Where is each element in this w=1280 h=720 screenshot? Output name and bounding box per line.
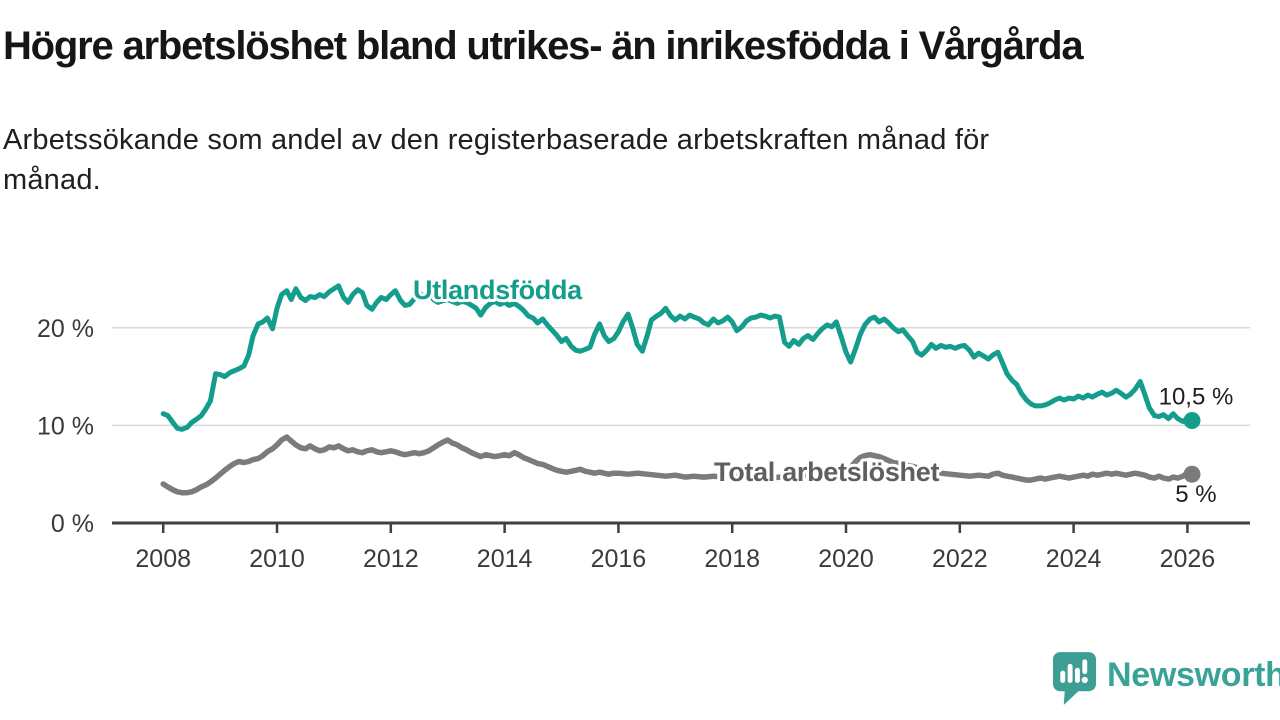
end-value-label-total-arbetsloshet: 5 % bbox=[1175, 481, 1216, 508]
subtitle-line-1: Arbetssökande som andel av den registerb… bbox=[3, 124, 990, 156]
end-value-label-utlandsfodda: 10,5 % bbox=[1159, 384, 1234, 411]
y-tick-label: 10 % bbox=[37, 412, 94, 440]
newsworthy-logo: Newsworthy bbox=[1051, 648, 1280, 708]
x-tick-label: 2022 bbox=[932, 545, 988, 573]
x-tick-label: 2008 bbox=[135, 545, 191, 573]
y-tick-label: 0 % bbox=[51, 510, 94, 538]
chart-subtitle: Arbetssökande som andel av den registerb… bbox=[3, 120, 989, 200]
series-end-dot-total-arbetsloshet bbox=[1183, 465, 1201, 483]
series-line-utlandsfodda bbox=[160, 283, 1195, 432]
x-tick-label: 2016 bbox=[591, 545, 647, 573]
series-label-total-arbetsloshet: Total arbetslöshet bbox=[714, 457, 939, 487]
x-tick-label: 2014 bbox=[477, 545, 533, 573]
x-tick-label: 2020 bbox=[818, 545, 874, 573]
series-line-total-arbetsloshet bbox=[160, 434, 1195, 496]
series-end-dot-utlandsfodda bbox=[1183, 412, 1201, 429]
bar-chart-speech-bubble-icon bbox=[1052, 651, 1097, 705]
x-tick-label: 2010 bbox=[249, 545, 305, 573]
newsworthy-wordmark: Newsworthy bbox=[1107, 656, 1280, 694]
subtitle-line-2: månad. bbox=[3, 164, 101, 196]
x-tick-label: 2024 bbox=[1046, 545, 1102, 573]
page-title: Högre arbetslöshet bland utrikes- än inr… bbox=[3, 24, 1084, 68]
series-label-utlandsfodda: Utlandsfödda bbox=[413, 275, 583, 305]
y-tick-label: 20 % bbox=[37, 315, 94, 343]
x-tick-label: 2018 bbox=[704, 545, 760, 573]
x-tick-label: 2012 bbox=[363, 545, 419, 573]
x-tick-label: 2026 bbox=[1160, 545, 1216, 573]
